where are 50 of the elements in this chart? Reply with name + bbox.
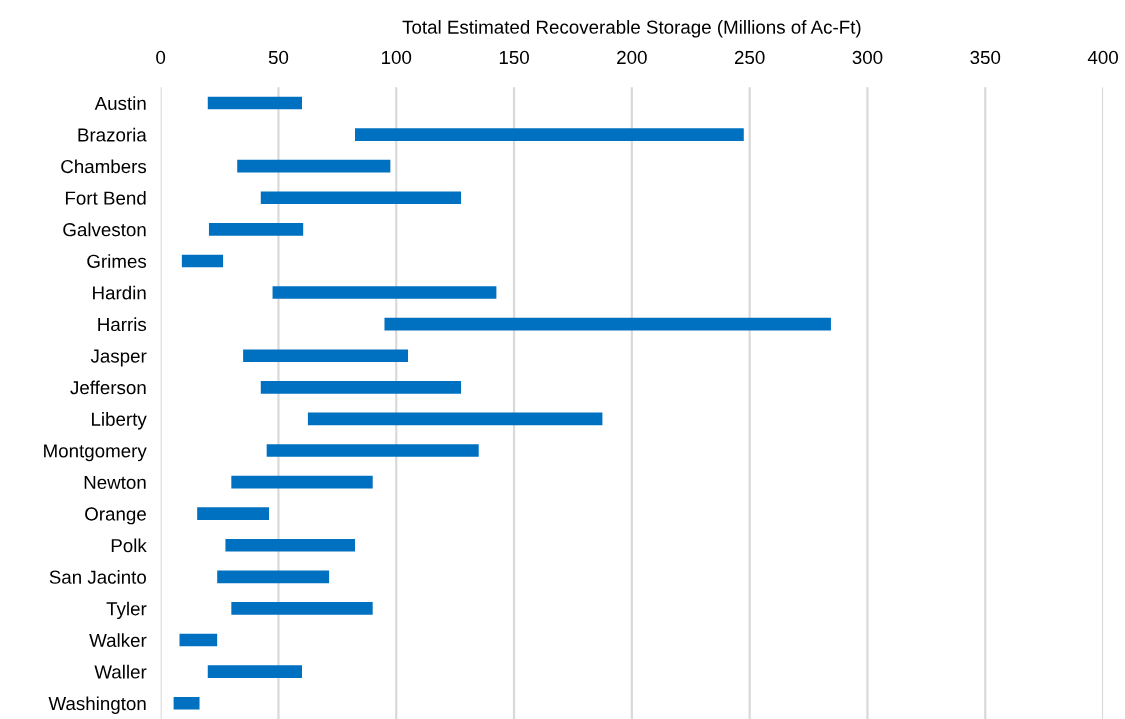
x-tick-label: 0: [156, 50, 166, 65]
bar: [384, 317, 831, 331]
y-tick-label: Newton: [84, 475, 146, 490]
y-tick-label: Polk: [111, 538, 147, 553]
y-tick-label: Fort Bend: [65, 190, 146, 205]
x-axis-title: Total Estimated Recoverable Storage (Millions of Ac-Ft): [402, 20, 861, 38]
y-tick-label: Jasper: [90, 349, 147, 367]
y-tick-label: Hardin: [93, 285, 146, 300]
y-tick-label: Galveston: [63, 222, 146, 237]
bar: [179, 633, 218, 647]
bar: [225, 538, 356, 552]
x-tick-label: 200: [617, 50, 647, 65]
bar: [231, 475, 373, 489]
y-tick-label: San Jacinto: [49, 570, 146, 584]
y-tick-label: Tyler: [106, 601, 147, 620]
bar: [272, 286, 497, 299]
y-tick-label: Walker: [89, 633, 147, 648]
bar: [237, 159, 391, 173]
x-tick-label: 300: [852, 50, 883, 65]
bar: [173, 696, 200, 710]
y-tick-label: Montgomery: [44, 444, 147, 462]
bar: [207, 665, 303, 678]
y-tick-label: Jefferson: [70, 380, 146, 395]
bar: [307, 412, 603, 426]
x-tick-label: 100: [382, 50, 412, 65]
bar: [260, 191, 462, 205]
bar: [260, 380, 462, 394]
bar: [266, 444, 479, 457]
x-tick-label: 50: [268, 50, 289, 65]
bar: [207, 96, 303, 110]
x-tick-label: 250: [734, 50, 765, 65]
y-tick-label: Waller: [94, 664, 147, 679]
bar: [197, 507, 270, 520]
bar: [355, 128, 744, 141]
bar: [217, 570, 330, 584]
y-tick-label: Harris: [98, 317, 147, 332]
x-tick-label: 350: [970, 50, 1001, 65]
bar: [208, 223, 304, 236]
y-tick-label: Chambers: [61, 159, 147, 174]
y-tick-label: Orange: [85, 507, 146, 525]
bar: [231, 602, 373, 615]
y-tick-label: Austin: [94, 96, 146, 110]
x-tick-label: 150: [499, 50, 529, 65]
y-tick-label: Brazoria: [78, 127, 147, 142]
bar: [243, 349, 409, 363]
y-tick-label: Liberty: [92, 412, 147, 430]
y-tick-label: Grimes: [87, 254, 147, 268]
x-tick-label: 400: [1087, 50, 1118, 65]
bar: [181, 254, 224, 268]
y-tick-label: Washington: [48, 696, 146, 714]
